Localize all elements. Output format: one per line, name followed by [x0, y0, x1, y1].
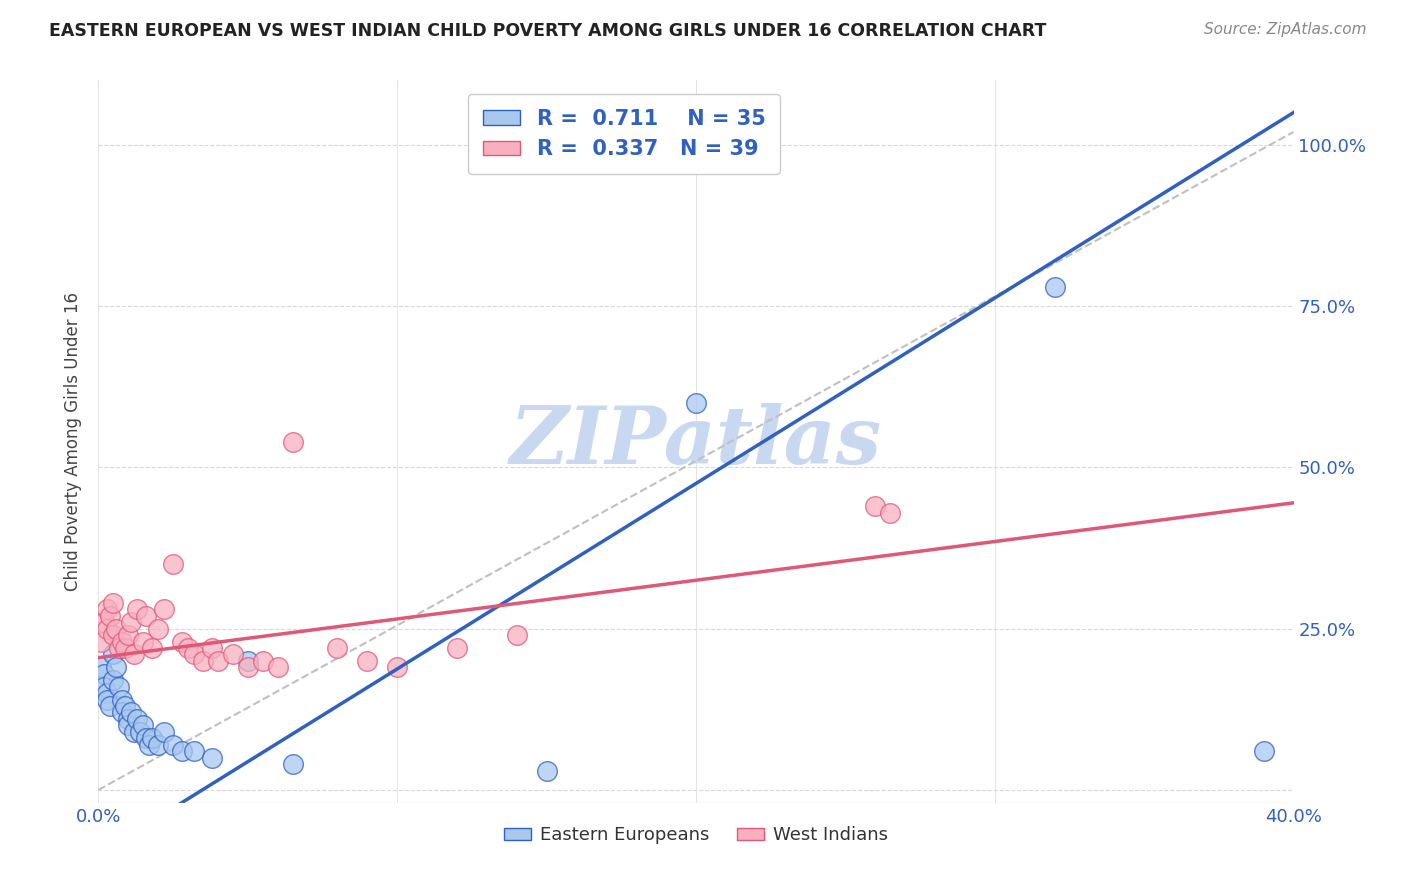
Point: [132, 718, 155, 732]
Point: [138, 738, 160, 752]
Point: [120, 615, 142, 630]
Point: [111, 692, 134, 706]
Point: [105, 660, 128, 674]
Point: [105, 622, 128, 636]
Point: [172, 744, 194, 758]
Point: [103, 673, 125, 688]
Point: [114, 640, 136, 655]
Point: [281, 434, 304, 449]
Point: [172, 634, 194, 648]
Point: [120, 706, 142, 720]
Point: [162, 738, 184, 752]
Point: [141, 640, 163, 655]
Point: [685, 396, 707, 410]
Point: [96, 686, 118, 700]
Point: [135, 608, 157, 623]
Point: [96, 692, 118, 706]
Point: [267, 660, 290, 674]
Point: [236, 654, 259, 668]
Point: [93, 680, 115, 694]
Y-axis label: Child Poverty Among Girls Under 16: Child Poverty Among Girls Under 16: [65, 292, 83, 591]
Point: [162, 557, 184, 571]
Point: [135, 731, 157, 746]
Point: [385, 660, 409, 674]
Point: [153, 724, 176, 739]
Point: [127, 602, 149, 616]
Point: [103, 596, 125, 610]
Point: [90, 634, 112, 648]
Point: [865, 499, 887, 513]
Point: [103, 648, 125, 662]
Point: [446, 640, 468, 655]
Point: [103, 628, 125, 642]
Point: [252, 654, 274, 668]
Point: [98, 608, 122, 623]
Point: [108, 680, 131, 694]
Point: [117, 712, 139, 726]
Point: [183, 648, 205, 662]
Point: [222, 648, 245, 662]
Text: ZIPatlas: ZIPatlas: [510, 403, 882, 480]
Point: [326, 640, 349, 655]
Point: [201, 640, 224, 655]
Point: [183, 744, 205, 758]
Point: [141, 731, 163, 746]
Point: [117, 628, 139, 642]
Point: [90, 660, 112, 674]
Point: [98, 699, 122, 714]
Point: [148, 622, 170, 636]
Point: [132, 634, 155, 648]
Point: [124, 724, 146, 739]
Point: [177, 640, 200, 655]
Point: [281, 757, 304, 772]
Point: [129, 724, 152, 739]
Legend: Eastern Europeans, West Indians: Eastern Europeans, West Indians: [496, 819, 896, 852]
Point: [148, 738, 170, 752]
Point: [356, 654, 378, 668]
Point: [111, 706, 134, 720]
Point: [207, 654, 229, 668]
Point: [191, 654, 214, 668]
Point: [93, 666, 115, 681]
Point: [93, 615, 115, 630]
Point: [879, 506, 901, 520]
Point: [506, 628, 529, 642]
Point: [236, 660, 259, 674]
Point: [111, 634, 134, 648]
Point: [114, 699, 136, 714]
Text: EASTERN EUROPEAN VS WEST INDIAN CHILD POVERTY AMONG GIRLS UNDER 16 CORRELATION C: EASTERN EUROPEAN VS WEST INDIAN CHILD PO…: [49, 22, 1046, 40]
Point: [108, 640, 131, 655]
Point: [117, 718, 139, 732]
Point: [96, 602, 118, 616]
Point: [536, 764, 558, 778]
Point: [1253, 744, 1275, 758]
Point: [1043, 279, 1066, 293]
Point: [96, 622, 118, 636]
Point: [124, 648, 146, 662]
Point: [201, 750, 224, 764]
Point: [127, 712, 149, 726]
Point: [153, 602, 176, 616]
Text: Source: ZipAtlas.com: Source: ZipAtlas.com: [1204, 22, 1367, 37]
